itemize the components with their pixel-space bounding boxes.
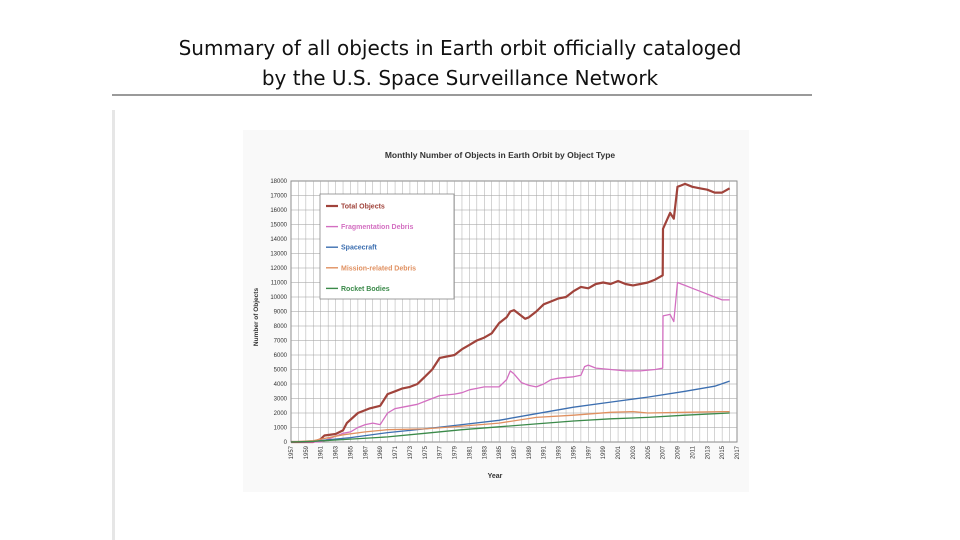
x-tick-label: 1971 xyxy=(393,445,399,459)
y-tick-label: 13000 xyxy=(270,252,287,258)
y-tick-label: 12000 xyxy=(270,266,287,272)
x-tick-label: 1995 xyxy=(571,445,577,459)
x-tick-label: 1963 xyxy=(334,445,340,459)
series-layer xyxy=(290,182,731,444)
y-tick-label: 2000 xyxy=(274,411,288,417)
y-tick-label: 9000 xyxy=(274,310,288,316)
x-tick-label: 1985 xyxy=(497,445,503,459)
y-tick-label: 5000 xyxy=(274,368,288,374)
y-tick-label: 11000 xyxy=(271,281,288,287)
x-tick-label: 2005 xyxy=(646,445,652,459)
slide-title-line-2: by the U.S. Space Surveillance Network xyxy=(261,66,659,90)
x-tick-label: 2013 xyxy=(705,445,711,459)
y-tick-label: 14000 xyxy=(270,237,287,243)
x-tick-label: 2007 xyxy=(661,445,667,459)
x-tick-label: 1979 xyxy=(453,445,459,459)
scan-edge-shadow xyxy=(112,110,115,540)
x-tick-label: 2009 xyxy=(676,445,682,459)
x-tick-label: 1997 xyxy=(586,445,592,459)
y-tick-label: 17000 xyxy=(270,194,287,200)
axis-layer: 0 1000 2000 3000 4000 5000 6000 7000 8000 9000 100… xyxy=(270,179,741,459)
x-tick-label: 1965 xyxy=(348,445,354,459)
x-tick-label: 1989 xyxy=(527,445,533,459)
slide-title-line-1: Summary of all objects in Earth orbit of… xyxy=(178,36,742,60)
legend-box xyxy=(319,193,455,300)
x-tick-label: 1977 xyxy=(438,445,444,459)
x-tick-label: 2017 xyxy=(735,445,741,459)
slide-title: Summary of all objects in Earth orbit of… xyxy=(100,33,820,93)
x-tick-label: 1987 xyxy=(512,445,518,459)
y-tick-label: 16000 xyxy=(270,208,287,214)
y-axis-label: Number of Objects xyxy=(253,288,260,347)
x-tick-label: 1969 xyxy=(378,445,384,459)
x-axis-label: Year xyxy=(488,473,503,480)
x-tick-label: 1975 xyxy=(423,445,429,459)
y-tick-label: 0 xyxy=(284,440,288,446)
x-tick-label: 1961 xyxy=(319,445,325,459)
x-tick-label: 2001 xyxy=(616,445,622,459)
series-line-total-objects xyxy=(291,182,731,444)
x-tick-label: 1967 xyxy=(363,445,369,459)
legend: Total Objects Fragmentation Debris Spacecr… xyxy=(319,193,455,300)
x-tick-label: 1993 xyxy=(557,445,563,459)
x-tick-label: 1973 xyxy=(408,445,414,459)
y-tick-label: 8000 xyxy=(274,324,288,330)
y-tick-label: 4000 xyxy=(274,382,288,388)
series-line-rocket-bodies xyxy=(290,412,730,443)
x-tick-label: 1959 xyxy=(304,445,310,459)
y-tick-label: 15000 xyxy=(270,223,287,229)
x-tick-label: 1981 xyxy=(467,445,473,459)
x-tick-label: 2015 xyxy=(720,445,726,459)
x-tick-label: 2011 xyxy=(690,445,696,459)
x-tick-label: 1999 xyxy=(601,445,607,459)
series-line-fragmentation-debris xyxy=(291,281,730,443)
legend-label: Fragmentation Debris xyxy=(341,224,413,231)
y-tick-label: 1000 xyxy=(274,426,288,432)
x-tick-label: 2003 xyxy=(631,445,637,459)
title-divider xyxy=(112,94,812,96)
legend-label: Spacecraft xyxy=(341,245,377,252)
x-tick-label: 1983 xyxy=(482,445,488,459)
y-tick-label: 7000 xyxy=(274,339,288,345)
series-line-mission-related-debris xyxy=(290,410,730,443)
x-tick-label: 1991 xyxy=(542,445,548,459)
y-tick-label: 18000 xyxy=(270,179,287,185)
legend-label: Mission-related Debris xyxy=(341,265,416,272)
y-tick-label: 6000 xyxy=(274,353,288,359)
legend-label: Total Objects xyxy=(341,204,385,211)
chart-title: Monthly Number of Objects in Earth Orbit… xyxy=(385,150,616,160)
legend-label: Rocket Bodies xyxy=(341,286,390,293)
series-line-spacecraft xyxy=(290,380,730,443)
y-tick-label: 10000 xyxy=(270,295,287,301)
x-tick-label: 1957 xyxy=(289,445,295,459)
y-tick-label: 3000 xyxy=(274,397,288,403)
